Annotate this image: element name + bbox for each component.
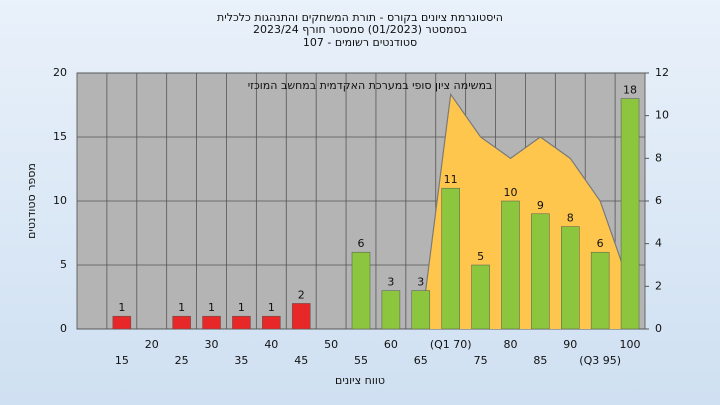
x-tick-label: 85 [533,354,547,367]
x-tick-label: 20 [145,338,159,351]
data-label: 1 [268,301,275,314]
y2-tick-label: 0 [655,322,662,335]
y-tick-label: 10 [53,194,67,207]
data-label: 2 [298,288,305,301]
bar [351,251,371,330]
y-tick-label: 15 [53,130,67,143]
bar [232,315,251,330]
data-label: 8 [567,212,574,225]
x-tick-label: 55 [354,354,368,367]
data-label: 3 [387,276,394,289]
x-tick-label: 80 [503,338,517,351]
data-label: 9 [537,199,544,212]
x-tick-label: 35 [234,354,248,367]
x-tick-label: 50 [324,338,338,351]
x-axis-title: טווח ציונים [335,374,385,387]
data-label: 1 [118,301,125,314]
x-tick-label: 15 [115,354,129,367]
bar [291,303,311,330]
bar [202,315,221,330]
y2-tick-label: 8 [655,151,662,164]
x-tick-label: 90 [563,338,577,351]
bar [262,315,281,330]
bar [381,290,401,330]
data-label: 11 [444,173,458,186]
bar [531,213,550,330]
data-label: 6 [358,237,365,250]
bar [471,264,490,330]
x-tick-label: 30 [205,338,219,351]
bar [411,290,431,330]
y-tick-label: 20 [53,66,67,79]
x-tick-label: 65 [414,354,428,367]
chart-title: היסטוגרמת ציונים בקורס - תורת המשחקים וה… [217,11,503,24]
data-label: 1 [238,301,245,314]
data-label: 10 [503,186,517,199]
bar [172,315,191,330]
chart-subtitle: בסמסטר (01/2023) סמסטר חורף 2023/24 [253,23,467,36]
y2-tick-label: 12 [655,66,669,79]
y2-tick-label: 2 [655,279,662,292]
data-label: 1 [178,301,185,314]
y2-tick-label: 6 [655,194,662,207]
bar [441,187,460,330]
data-label: 5 [477,250,484,263]
bar [112,315,132,330]
y2-tick-label: 10 [655,109,669,122]
x-tick-label: 25 [175,354,189,367]
data-label: 18 [623,84,637,97]
x-tick-label: 45 [294,354,308,367]
y-tick-label: 0 [60,322,67,335]
y-tick-label: 5 [60,258,67,271]
y-axis-title: מספר סטודנטים [25,163,38,239]
x-tick-label: 60 [384,338,398,351]
data-label: 1 [208,301,215,314]
data-label: 3 [417,276,424,289]
bar [590,251,610,330]
data-label: 6 [597,237,604,250]
bar [501,200,520,330]
y2-tick-label: 4 [655,237,662,250]
x-tick-label: 75 [474,354,488,367]
chart-subtitle: סטודנטים רשומים - 107 [303,36,417,49]
area-line [420,92,631,330]
x-tick-label: 100 [620,338,641,351]
bar [561,226,580,330]
bar [620,98,640,330]
x-tick-label: 40 [264,338,278,351]
x-tick-label: (Q3 95) [579,354,621,367]
x-tick-label: (Q1 70) [430,338,472,351]
annotation: במשימה ציון סופי במערכת האקדמית במחשב המ… [248,79,493,92]
